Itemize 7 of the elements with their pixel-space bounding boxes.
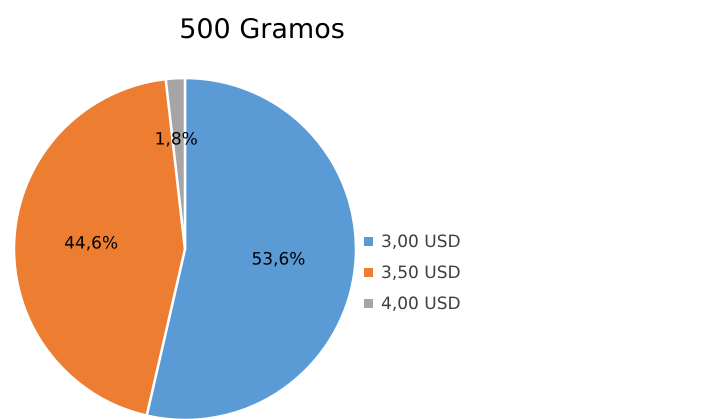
legend-label: 3,50 USD bbox=[381, 263, 461, 283]
data-label: 1,8% bbox=[154, 129, 198, 150]
data-label: 44,6% bbox=[64, 234, 118, 254]
legend-label: 3,00 USD bbox=[381, 232, 461, 252]
data-label: 53,6% bbox=[251, 250, 306, 270]
chart-title: 500 Gramos bbox=[179, 14, 345, 45]
legend-label: 4,00 USD bbox=[381, 294, 461, 314]
